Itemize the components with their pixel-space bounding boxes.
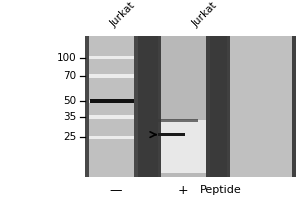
Bar [158, 36, 161, 177]
Text: —: — [109, 184, 122, 197]
Bar [89, 100, 134, 103]
Text: 50: 50 [63, 96, 76, 106]
Bar [89, 136, 134, 139]
Bar [292, 36, 296, 177]
Text: Jurkat: Jurkat [190, 1, 219, 29]
Bar [226, 36, 296, 177]
Bar [85, 36, 296, 177]
Text: 100: 100 [57, 53, 76, 63]
Text: 25: 25 [63, 132, 76, 142]
Bar [206, 36, 210, 177]
Bar [161, 120, 206, 173]
Bar [134, 36, 138, 177]
Bar [85, 36, 138, 177]
Text: 35: 35 [63, 112, 76, 122]
Bar [138, 36, 158, 177]
Text: 70: 70 [63, 71, 76, 81]
Bar [210, 36, 226, 177]
Bar [158, 133, 184, 136]
Bar [85, 36, 89, 177]
Text: Peptide: Peptide [200, 185, 241, 195]
Bar [89, 115, 134, 119]
Text: +: + [178, 184, 188, 197]
Bar [90, 99, 134, 103]
Bar [89, 56, 134, 59]
Text: Jurkat: Jurkat [108, 1, 136, 29]
Bar [89, 74, 134, 78]
Bar [158, 36, 210, 177]
Bar [158, 119, 198, 122]
Bar [226, 36, 230, 177]
